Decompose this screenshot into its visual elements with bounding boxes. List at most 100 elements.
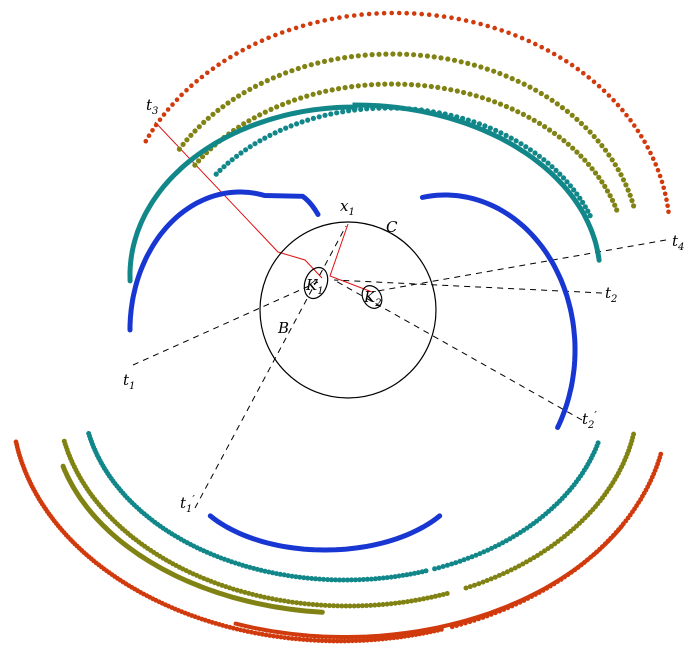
upper-olive-arc-outer (176, 51, 637, 209)
lower-teal-arc-dot (353, 577, 358, 583)
upper-teal-arc-dot (262, 135, 268, 141)
blue-right-lobe (419, 192, 578, 430)
upper-red-arc-dot (645, 145, 650, 150)
upper-olive-arc-inner-dot (422, 83, 428, 89)
upper-red-arc-dot (404, 10, 410, 16)
label-t4: t4 (672, 232, 684, 253)
upper-olive-arc-outer-dot (376, 51, 382, 57)
upper-teal-arc-dot (299, 119, 305, 125)
upper-teal-arc-dot (571, 187, 577, 193)
upper-red-arc-dot (359, 12, 364, 17)
lower-olive-arc-dot (234, 587, 240, 593)
lower-olive-arc-dot (261, 594, 267, 600)
upper-red-arc-dot (642, 139, 647, 145)
teal-main-arc (127, 102, 602, 284)
lower-red-arc-dot (263, 632, 269, 638)
lower-red-arc-dot (234, 626, 240, 632)
upper-olive-arc-outer-dot (578, 120, 585, 127)
upper-olive-arc-outer-dot (264, 78, 270, 84)
lower-olive-arc-dot (355, 603, 361, 609)
label-t2-prime: t2′ (582, 409, 597, 431)
lower-olive-arc-dot (277, 597, 283, 603)
dashed-line-t2p (333, 279, 583, 421)
upper-teal-arc-dot (476, 121, 482, 127)
upper-teal-arc-dot (553, 167, 559, 173)
lower-olive-arc-dot (322, 602, 328, 608)
lower-olive-arc-dot (429, 594, 434, 600)
lower-olive-arc-right-dot (516, 563, 522, 569)
upper-red-arc-dot (624, 112, 629, 118)
lower-red-arc-dot (312, 637, 317, 643)
lower-olive-arc-dot (250, 591, 256, 597)
upper-olive-arc-inner-dot (585, 161, 592, 167)
upper-teal-arc-dot (257, 138, 263, 144)
upper-olive-arc-inner-dot (485, 97, 492, 103)
lower-teal-arc-dot (404, 572, 410, 578)
lower-red-arc-dot (350, 638, 355, 644)
upper-olive-arc-inner-dot (604, 188, 611, 194)
upper-olive-arc-inner-dot (515, 109, 521, 115)
upper-red-arc-dot (661, 185, 666, 191)
upper-olive-arc-inner-dot (592, 170, 599, 176)
lower-teal-arc-right-dot (477, 551, 483, 557)
upper-olive-arc-outer-dot (595, 138, 601, 144)
lower-teal-arc-right-dot (432, 566, 438, 572)
upper-olive-arc-outer-dot (599, 143, 605, 149)
lower-red-arc-dot (245, 629, 251, 634)
upper-olive-arc-outer-dot (247, 86, 253, 92)
lower-red-arc-dot (365, 637, 370, 643)
lower-teal-arc-dot (293, 574, 299, 580)
upper-red-arc-dot (478, 21, 483, 27)
construction-line-t3-k1 (154, 121, 323, 279)
upper-olive-arc-outer-dot (404, 51, 410, 57)
upper-red-arc-dot (411, 11, 417, 16)
upper-olive-arc-outer-dot (569, 112, 575, 118)
upper-teal-arc-dot (513, 138, 519, 144)
upper-olive-arc-inner-dot (336, 86, 342, 92)
upper-teal-arc-dot (508, 135, 514, 141)
upper-red-arc-dot (170, 102, 175, 107)
upper-olive-arc-outer-dot (236, 93, 242, 99)
blue-left-lobe (127, 189, 321, 333)
dashed-lines (132, 225, 667, 509)
lower-teal-arc-dot (254, 566, 260, 572)
lower-olive-arc-right-dot (504, 569, 510, 575)
upper-teal-arc-dot (564, 179, 570, 185)
lower-red-arc-dot (331, 638, 336, 644)
upper-red-arc-dot (157, 117, 163, 123)
lower-red-arc-dot (395, 635, 400, 640)
lower-teal-arc-dot (400, 572, 406, 578)
upper-olive-arc-outer-dot (270, 75, 276, 81)
lower-olive-arc-dot (351, 603, 357, 609)
lower-olive-arc-dot (368, 602, 374, 608)
upper-olive-arc-inner-dot (531, 117, 537, 123)
lower-teal-arc-right-dot (473, 552, 479, 558)
upper-red-arc-dot (381, 10, 387, 16)
lower-red-arc-dot (387, 635, 393, 641)
upper-teal-arc-dot (221, 164, 227, 170)
blue-bottom-arc (207, 513, 443, 553)
upper-olive-arc-inner-dot (599, 179, 605, 185)
upper-red-arc-dot (441, 14, 447, 19)
lower-teal-arc-dot (247, 564, 253, 570)
upper-teal-arc-dot (234, 153, 240, 159)
upper-olive-arc-outer-dot (587, 129, 593, 135)
upper-olive-arc-inner-dot (473, 93, 479, 99)
upper-olive-arc-outer-dot (431, 54, 437, 60)
lower-teal-arc-dot (349, 577, 354, 583)
upper-olive-arc-outer-dot (497, 70, 503, 77)
lower-olive-arc-dot (417, 597, 422, 603)
upper-red-arc-dot (648, 150, 653, 156)
upper-red-arc-dot (632, 123, 637, 128)
lower-olive-arc-right-dot (488, 576, 494, 582)
lower-olive-arc-dot (246, 590, 252, 596)
lower-red-arc-dot (300, 637, 306, 642)
upper-red-arc-dot (463, 18, 469, 23)
lower-red-arc-dot (267, 633, 273, 638)
upper-red-arc-dot (374, 11, 379, 16)
upper-red-arc-dot (449, 15, 454, 20)
lower-olive-arc-dot (298, 600, 304, 606)
upper-red-arc-dot (499, 28, 505, 33)
upper-teal-arc-dot (340, 109, 346, 115)
upper-olive-arc-inner-dot (467, 91, 473, 97)
